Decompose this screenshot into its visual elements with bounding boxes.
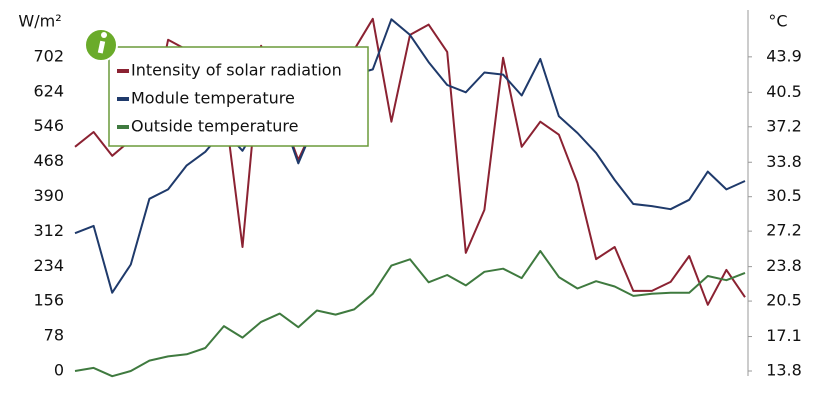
y-tick-label: 390 bbox=[33, 186, 64, 205]
series-line bbox=[74, 18, 746, 294]
y2-tick-label: 17.1 bbox=[766, 326, 802, 345]
legend: Intensity of solar radiation Module tempe… bbox=[108, 46, 369, 147]
y-tick-label: 546 bbox=[33, 116, 64, 135]
y-tick-label: 702 bbox=[33, 46, 64, 65]
legend-swatch bbox=[117, 69, 129, 73]
y-tick-label: 624 bbox=[33, 81, 64, 100]
y2-tick-label: 20.5 bbox=[766, 291, 802, 310]
legend-label: Outside temperature bbox=[131, 117, 298, 136]
y-tick-label: 312 bbox=[33, 221, 64, 240]
legend-box bbox=[108, 46, 369, 147]
legend-swatch bbox=[117, 125, 129, 129]
y2-tick-label: 33.8 bbox=[766, 152, 802, 171]
info-icon-stem bbox=[97, 40, 106, 54]
y-tick-label: 78 bbox=[44, 326, 64, 345]
y-tick-label: 234 bbox=[33, 256, 64, 275]
series-line bbox=[74, 250, 746, 378]
legend-label: Module temperature bbox=[131, 89, 295, 108]
y-axis-label: W/m² bbox=[18, 12, 61, 31]
y2-tick-label: 13.8 bbox=[766, 361, 802, 380]
y2-tick-label: 37.2 bbox=[766, 116, 802, 135]
y-tick-label: 0 bbox=[54, 361, 64, 380]
y-tick-label: 156 bbox=[33, 291, 64, 310]
y2-tick-label: 27.2 bbox=[766, 221, 802, 240]
y-tick-label: 468 bbox=[33, 151, 64, 170]
info-icon bbox=[84, 28, 118, 62]
y2-tick-label: 43.9 bbox=[766, 46, 802, 65]
y2-tick-label: 30.5 bbox=[766, 186, 802, 205]
info-icon-dot bbox=[101, 32, 107, 38]
y2-axis-label: °C bbox=[768, 12, 787, 31]
y2-tick-label: 23.8 bbox=[766, 256, 802, 275]
y2-tick-label: 40.5 bbox=[766, 82, 802, 101]
legend-label: Intensity of solar radiation bbox=[131, 61, 342, 80]
legend-swatch bbox=[117, 97, 129, 101]
